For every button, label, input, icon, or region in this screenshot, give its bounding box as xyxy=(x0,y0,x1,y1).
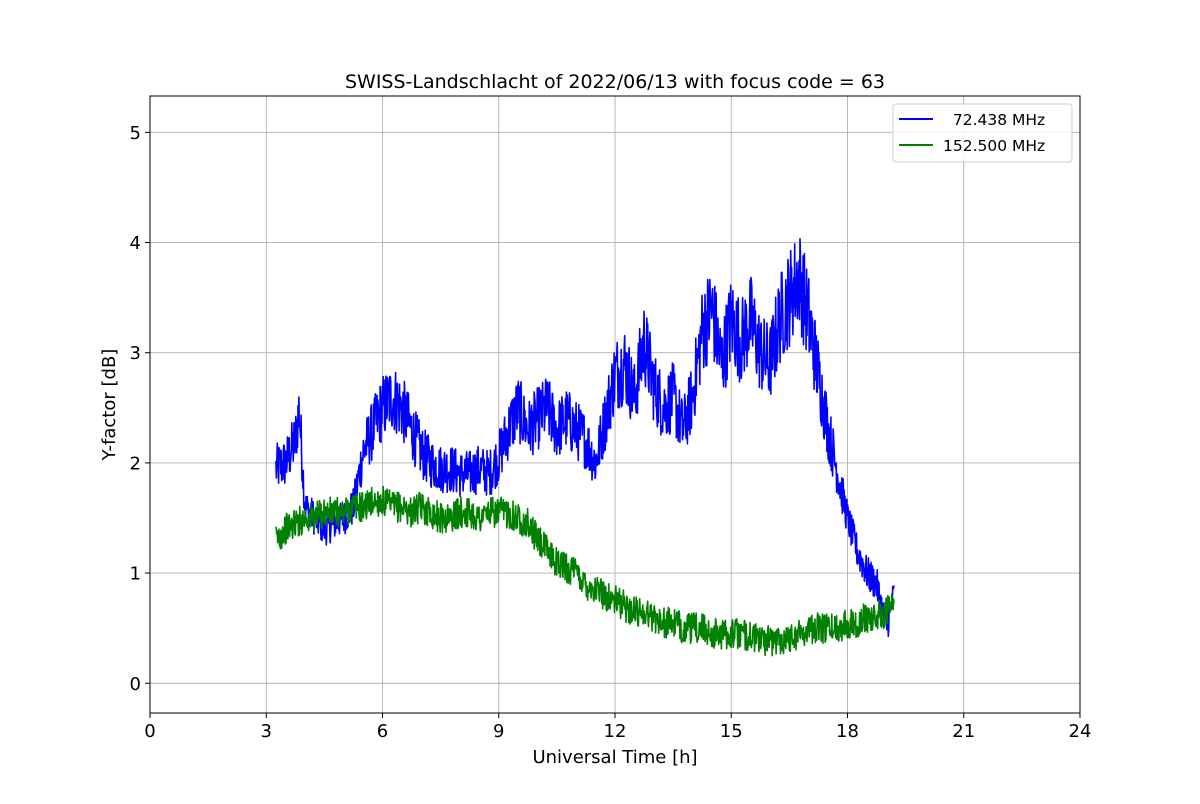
x-tick-label: 3 xyxy=(261,721,272,742)
x-tick-label: 15 xyxy=(720,721,743,742)
x-tick-label: 18 xyxy=(836,721,859,742)
y-tick-label: 2 xyxy=(130,453,141,474)
x-tick-label: 0 xyxy=(144,721,155,742)
y-tick-label: 0 xyxy=(130,674,141,695)
x-tick-label: 9 xyxy=(493,721,504,742)
x-tick-label: 6 xyxy=(377,721,388,742)
legend-label-152mhz: 152.500 MHz xyxy=(943,137,1045,155)
y-tick-label: 1 xyxy=(130,564,141,585)
x-axis-label: Universal Time [h] xyxy=(532,747,697,768)
series-line-0 xyxy=(275,238,895,638)
x-axis-ticks: 0 3 6 9 12 15 18 21 24 xyxy=(144,713,1091,742)
x-tick-label: 12 xyxy=(604,721,627,742)
x-tick-label: 24 xyxy=(1069,721,1092,742)
y-tick-label: 3 xyxy=(130,343,141,364)
chart-title: SWISS-Landschlacht of 2022/06/13 with fo… xyxy=(345,71,885,93)
y-tick-label: 4 xyxy=(130,233,141,254)
legend: 72.438 MHz 152.500 MHz xyxy=(892,103,1073,163)
series-line-1 xyxy=(275,485,895,657)
grid xyxy=(149,96,1081,713)
legend-box xyxy=(892,103,1073,163)
x-tick-label: 21 xyxy=(952,721,975,742)
y-axis-ticks: 0 1 2 3 4 5 xyxy=(130,123,150,695)
plot-series xyxy=(275,238,895,657)
legend-label-72mhz: 72.438 MHz xyxy=(943,111,1045,129)
y-axis-label: Y-factor [dB] xyxy=(99,349,120,462)
y-tick-label: 5 xyxy=(130,123,141,144)
